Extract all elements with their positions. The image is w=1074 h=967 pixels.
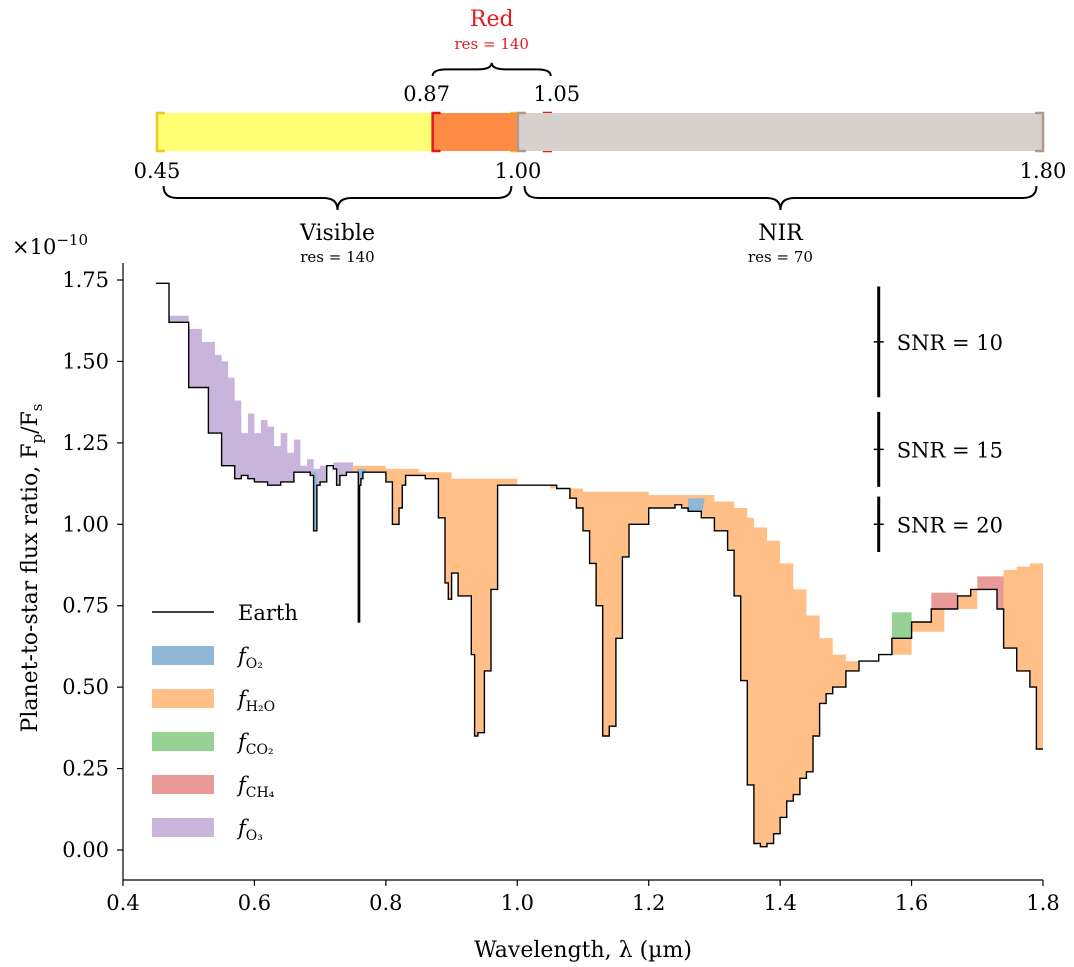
legend-swatch — [152, 818, 214, 837]
x-tick-label: 0.6 — [238, 891, 271, 915]
band-bracket — [431, 111, 441, 153]
band-bracket — [155, 111, 165, 153]
legend-label: fCO₂ — [236, 730, 274, 758]
band-bracket — [1035, 111, 1045, 153]
y-tick-label: 0.75 — [62, 594, 109, 618]
red-label: Red — [470, 7, 514, 32]
legend-label: fO₃ — [236, 816, 263, 844]
snr-markers: SNR = 10 SNR = 15 SNR = 20 — [873, 286, 1003, 552]
legend-label-sub: O₂ — [246, 656, 263, 672]
band-bracket — [516, 111, 526, 153]
legend-label-base: f — [236, 644, 249, 668]
y-tick-label: 1.75 — [62, 268, 109, 292]
y-axis-label-mid: /F — [18, 411, 43, 434]
x-tick-label: 0.8 — [369, 891, 402, 915]
x-tick-label: 0.4 — [106, 891, 139, 915]
y-scale-exponent: −10 — [56, 231, 88, 249]
y-tick-label: 0.00 — [62, 838, 109, 862]
x-tick-label: 1.0 — [501, 891, 534, 915]
y-tick-label: 0.50 — [62, 675, 109, 699]
bandpass-diagram: 0.45 1.00 1.80 0.87 1.05 Visible res = 140 NIR r… — [134, 7, 1067, 266]
legend-swatch — [152, 689, 214, 708]
legend-label: Earth — [238, 601, 298, 625]
legend-label-base: f — [236, 773, 249, 797]
y-scale-prefix: ×10 — [12, 235, 56, 259]
legend-label-sub: O₃ — [246, 828, 263, 844]
legend-swatch — [152, 646, 214, 665]
legend-label: fH₂O — [236, 687, 275, 715]
plot-area: SNR = 10 SNR = 15 SNR = 20 0.4 0.6 0.8 1.0 1.2… — [62, 263, 1060, 915]
earth-spectrum-line — [155, 282, 1043, 848]
y-axis-label: Planet-to-star flux ratio, Fp/Fs — [18, 404, 46, 733]
nir-brace — [523, 185, 1038, 211]
y-scale-multiplier: ×10−10 — [12, 231, 88, 259]
legend-label-base: f — [236, 730, 249, 754]
nir-label: NIR — [758, 221, 804, 246]
o2-fill — [310, 472, 317, 531]
snr-label: SNR = 15 — [897, 438, 1003, 462]
x-tick-label: 1.6 — [895, 891, 928, 915]
legend-swatch — [152, 775, 214, 794]
y-tick-label: 1.50 — [62, 349, 109, 373]
y-axis-label-sub-s: s — [28, 404, 46, 412]
red-brace — [431, 62, 552, 77]
band-tick-label: 1.80 — [1020, 159, 1067, 183]
legend-swatch — [152, 732, 214, 751]
co2-fill — [891, 612, 912, 655]
red-tick-label: 0.87 — [403, 82, 450, 106]
red-tick-label: 1.05 — [533, 82, 580, 106]
y-tick-label: 1.25 — [62, 431, 109, 455]
legend-label-base: f — [236, 816, 249, 840]
legend-label: fCH₄ — [236, 773, 275, 801]
visible-label: Visible — [299, 221, 375, 246]
o3-fill — [155, 283, 353, 531]
legend-label-sub: CH₄ — [246, 785, 275, 801]
o2-fill — [688, 498, 705, 518]
snr-label: SNR = 20 — [897, 513, 1003, 537]
x-tick-label: 1.4 — [763, 891, 796, 915]
visible-brace — [162, 185, 513, 211]
legend-label: fO₂ — [236, 644, 263, 672]
band-bar — [517, 113, 1043, 151]
snr-label: SNR = 10 — [897, 331, 1003, 355]
x-axis-label: Wavelength, λ (µm) — [474, 938, 692, 963]
species-fills — [155, 283, 1043, 847]
y-axis-label-sub-p: p — [28, 434, 46, 444]
visible-res: res = 140 — [300, 248, 374, 266]
ch4-fill — [931, 592, 958, 622]
y-tick-label: 1.00 — [62, 512, 109, 536]
x-tick-label: 1.8 — [1026, 891, 1059, 915]
legend-label-sub: CO₂ — [246, 742, 274, 758]
band-tick-label: 1.00 — [495, 159, 542, 183]
nir-res: res = 70 — [748, 248, 813, 266]
axes: 0.4 0.6 0.8 1.0 1.2 1.4 1.6 1.8 0.00 0.25 0.50 0.75… — [62, 263, 1060, 915]
legend-label-sub: H₂O — [246, 699, 275, 715]
legend-label-base: f — [236, 687, 249, 711]
y-tick-label: 0.25 — [62, 757, 109, 781]
red-res: res = 140 — [454, 35, 528, 53]
band-tick-label: 0.45 — [134, 159, 181, 183]
x-tick-label: 1.2 — [632, 891, 665, 915]
y-axis-label-main: Planet-to-star flux ratio, F — [18, 444, 43, 733]
ch4-fill — [977, 576, 1004, 649]
